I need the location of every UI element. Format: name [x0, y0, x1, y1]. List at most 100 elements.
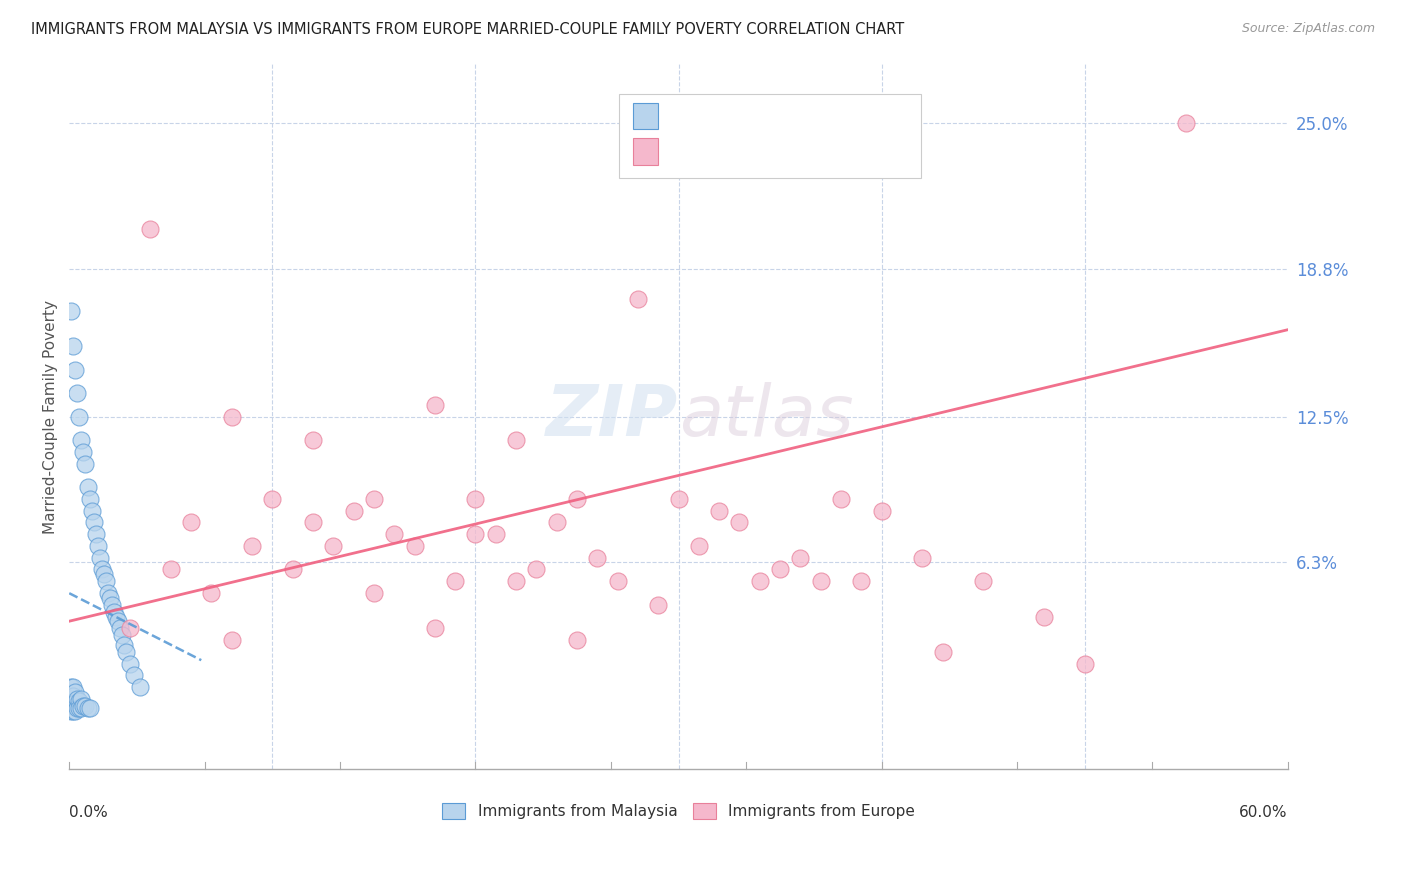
Text: 0.322: 0.322 [697, 109, 748, 123]
Point [83, 516, 105, 530]
Point [1175, 116, 1198, 130]
Point [748, 574, 770, 589]
Point [67, 409, 90, 424]
Point [79, 701, 101, 715]
Text: IMMIGRANTS FROM MALAYSIA VS IMMIGRANTS FROM EUROPE MARRIED-COUPLE FAMILY POVERTY: IMMIGRANTS FROM MALAYSIA VS IMMIGRANTS F… [31, 22, 904, 37]
Point [65, 697, 87, 711]
Text: 51: 51 [780, 145, 803, 159]
Point [62, 339, 84, 353]
Point [65, 362, 87, 376]
Point [66, 691, 89, 706]
Point [107, 614, 129, 628]
Point [464, 527, 486, 541]
Point [221, 632, 243, 647]
Point [830, 491, 852, 506]
Point [565, 632, 588, 647]
Point [97, 586, 120, 600]
Point [707, 504, 730, 518]
Point [101, 598, 124, 612]
Point [60, 304, 83, 318]
Point [66, 386, 89, 401]
Point [89, 550, 111, 565]
Point [423, 398, 446, 412]
Point [111, 628, 134, 642]
Text: Source: ZipAtlas.com: Source: ZipAtlas.com [1241, 22, 1375, 36]
Legend: Immigrants from Malaysia, Immigrants from Europe: Immigrants from Malaysia, Immigrants fro… [436, 797, 921, 825]
Point [423, 621, 446, 635]
Text: 60.0%: 60.0% [1239, 805, 1288, 820]
Point [789, 550, 811, 565]
Point [606, 574, 628, 589]
Point [200, 586, 222, 600]
Point [70, 691, 93, 706]
Point [86, 539, 108, 553]
Point [382, 527, 405, 541]
Point [221, 409, 243, 424]
Point [104, 609, 127, 624]
Point [180, 516, 202, 530]
Point [122, 668, 145, 682]
Point [62, 704, 84, 718]
Text: N =: N = [748, 145, 785, 159]
Point [810, 574, 832, 589]
Point [115, 645, 138, 659]
Point [103, 605, 125, 619]
Text: N =: N = [748, 109, 785, 123]
Point [240, 539, 263, 553]
Point [76, 480, 98, 494]
Point [262, 491, 284, 506]
Y-axis label: Married-Couple Family Poverty: Married-Couple Family Poverty [44, 300, 58, 533]
Point [688, 539, 710, 553]
Point [72, 445, 94, 459]
Point [565, 491, 588, 506]
Point [75, 457, 97, 471]
Point [524, 562, 547, 576]
Text: 0.0%: 0.0% [69, 805, 108, 820]
Point [108, 621, 131, 635]
Point [728, 516, 751, 530]
Point [647, 598, 669, 612]
Point [505, 574, 527, 589]
Point [98, 591, 121, 605]
Point [505, 433, 527, 447]
Point [444, 574, 467, 589]
Point [67, 694, 90, 708]
Point [60, 691, 83, 706]
Point [62, 690, 84, 704]
Point [586, 550, 609, 565]
Point [72, 698, 94, 713]
Point [90, 562, 112, 576]
Point [342, 504, 364, 518]
Point [322, 539, 344, 553]
Text: ZIP: ZIP [547, 382, 679, 451]
Point [79, 491, 101, 506]
Point [75, 698, 97, 713]
Point [120, 621, 142, 635]
Point [94, 574, 117, 589]
Point [70, 701, 93, 715]
Point [485, 527, 508, 541]
Text: 51: 51 [780, 109, 803, 123]
Point [65, 684, 87, 698]
Point [112, 638, 135, 652]
Point [931, 645, 953, 659]
Point [84, 527, 107, 541]
Point [851, 574, 873, 589]
Point [363, 586, 385, 600]
Point [1033, 609, 1056, 624]
Text: 0.546: 0.546 [697, 145, 748, 159]
Text: R =: R = [665, 145, 700, 159]
Point [65, 704, 87, 718]
Point [546, 516, 568, 530]
Point [62, 698, 84, 713]
Point [80, 504, 103, 518]
Point [404, 539, 426, 553]
Point [627, 292, 650, 306]
Point [911, 550, 934, 565]
Point [76, 701, 98, 715]
Point [1074, 657, 1097, 671]
Point [464, 491, 486, 506]
Point [769, 562, 792, 576]
Point [363, 491, 385, 506]
Point [60, 680, 83, 694]
